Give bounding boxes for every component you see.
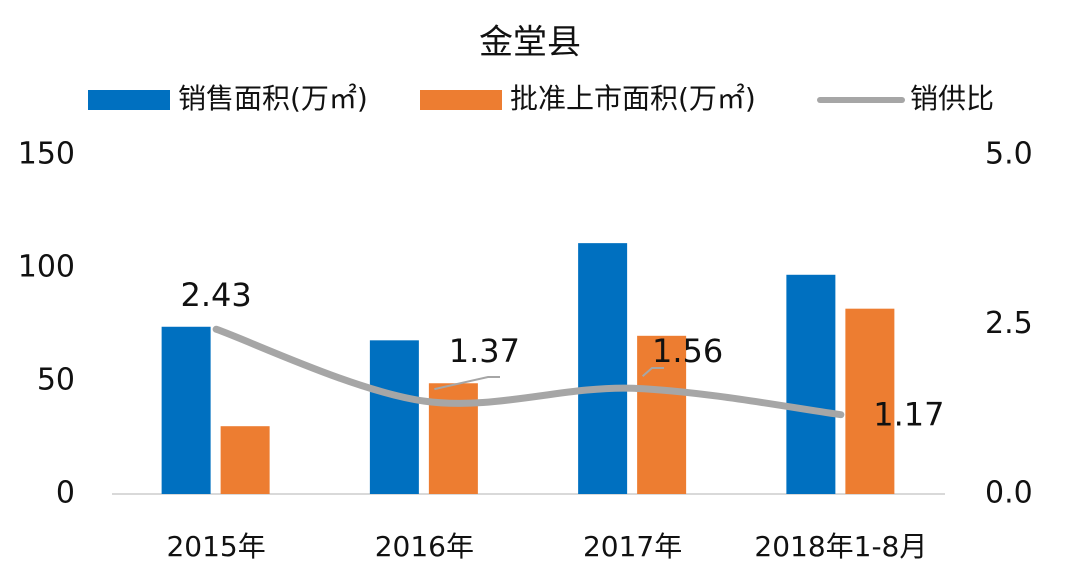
y-tick-label: 150 xyxy=(18,137,75,172)
y-tick-label: 100 xyxy=(18,250,75,285)
chart-title: 金堂县 xyxy=(479,23,581,63)
y-tick-label: 50 xyxy=(37,363,75,398)
legend-swatch xyxy=(420,90,502,110)
legend-label: 销售面积(万㎡) xyxy=(178,82,368,115)
bar xyxy=(220,426,270,494)
y2-tick-label: 2.5 xyxy=(985,306,1033,341)
legend-label: 销供比 xyxy=(910,82,994,115)
leader-line xyxy=(434,376,500,391)
x-tick-label: 2016年 xyxy=(375,530,474,563)
bar xyxy=(786,274,836,494)
x-tick-label: 2015年 xyxy=(166,530,265,563)
leader-line xyxy=(641,367,664,377)
legend-label: 批准上市面积(万㎡) xyxy=(510,82,756,115)
legend-swatch xyxy=(88,90,170,110)
y-tick-label: 0 xyxy=(56,476,75,511)
bar xyxy=(369,340,419,494)
y2-tick-label: 0.0 xyxy=(985,476,1033,511)
data-label: 1.17 xyxy=(873,396,944,434)
bar xyxy=(845,308,895,494)
bar xyxy=(161,326,211,494)
x-tick-label: 2017年 xyxy=(583,530,682,563)
data-label: 1.37 xyxy=(449,332,520,370)
y2-tick-label: 5.0 xyxy=(985,137,1033,172)
line xyxy=(212,325,845,419)
bar xyxy=(637,335,687,494)
data-label: 1.56 xyxy=(652,332,723,370)
bar xyxy=(578,243,628,494)
data-label: 2.43 xyxy=(181,276,252,314)
x-tick-label: 2018年1-8月 xyxy=(754,530,927,563)
